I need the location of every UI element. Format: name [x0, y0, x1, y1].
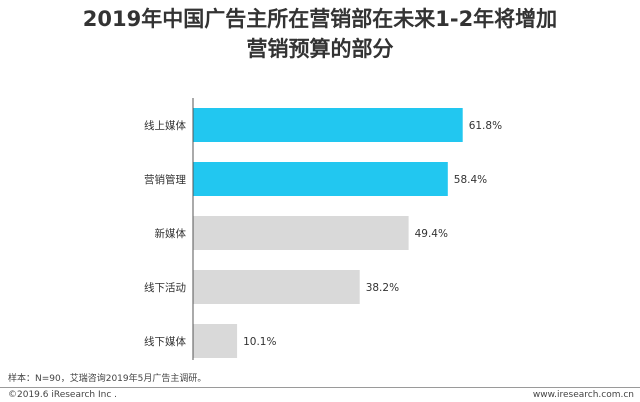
value-label: 10.1%	[243, 336, 276, 348]
bar	[193, 216, 409, 250]
category-label: 新媒体	[155, 227, 187, 240]
value-label: 61.8%	[469, 120, 502, 132]
bar	[193, 270, 360, 304]
copyright-text: ©2019.6 iResearch Inc .	[8, 390, 118, 400]
bar	[193, 324, 238, 358]
chart-title: 2019年中国广告主所在营销部在未来1-2年将增加 营销预算的部分	[0, 4, 640, 64]
bar	[193, 108, 463, 142]
category-label: 线下媒体	[144, 335, 186, 348]
value-label: 49.4%	[415, 228, 448, 240]
chart-title-line-1: 2019年中国广告主所在营销部在未来1-2年将增加	[82, 7, 558, 31]
bars-layer: 线上媒体 61.8% 营销管理 58.4% 新媒体 49.4% 线下活动 38.2% 线下媒体 1…	[144, 108, 502, 358]
bar	[193, 162, 448, 196]
footer-divider	[0, 387, 640, 388]
category-label: 线下活动	[144, 281, 186, 294]
source-note: 样本：N=90，艾瑞咨询2019年5月广告主调研。	[8, 374, 207, 384]
category-label: 营销管理	[144, 173, 186, 186]
value-label: 58.4%	[454, 174, 487, 186]
value-label: 38.2%	[366, 282, 399, 294]
website-text: www.iresearch.com.cn	[532, 390, 634, 400]
category-label: 线上媒体	[144, 119, 186, 132]
chart-title-line-2: 营销预算的部分	[246, 37, 394, 61]
